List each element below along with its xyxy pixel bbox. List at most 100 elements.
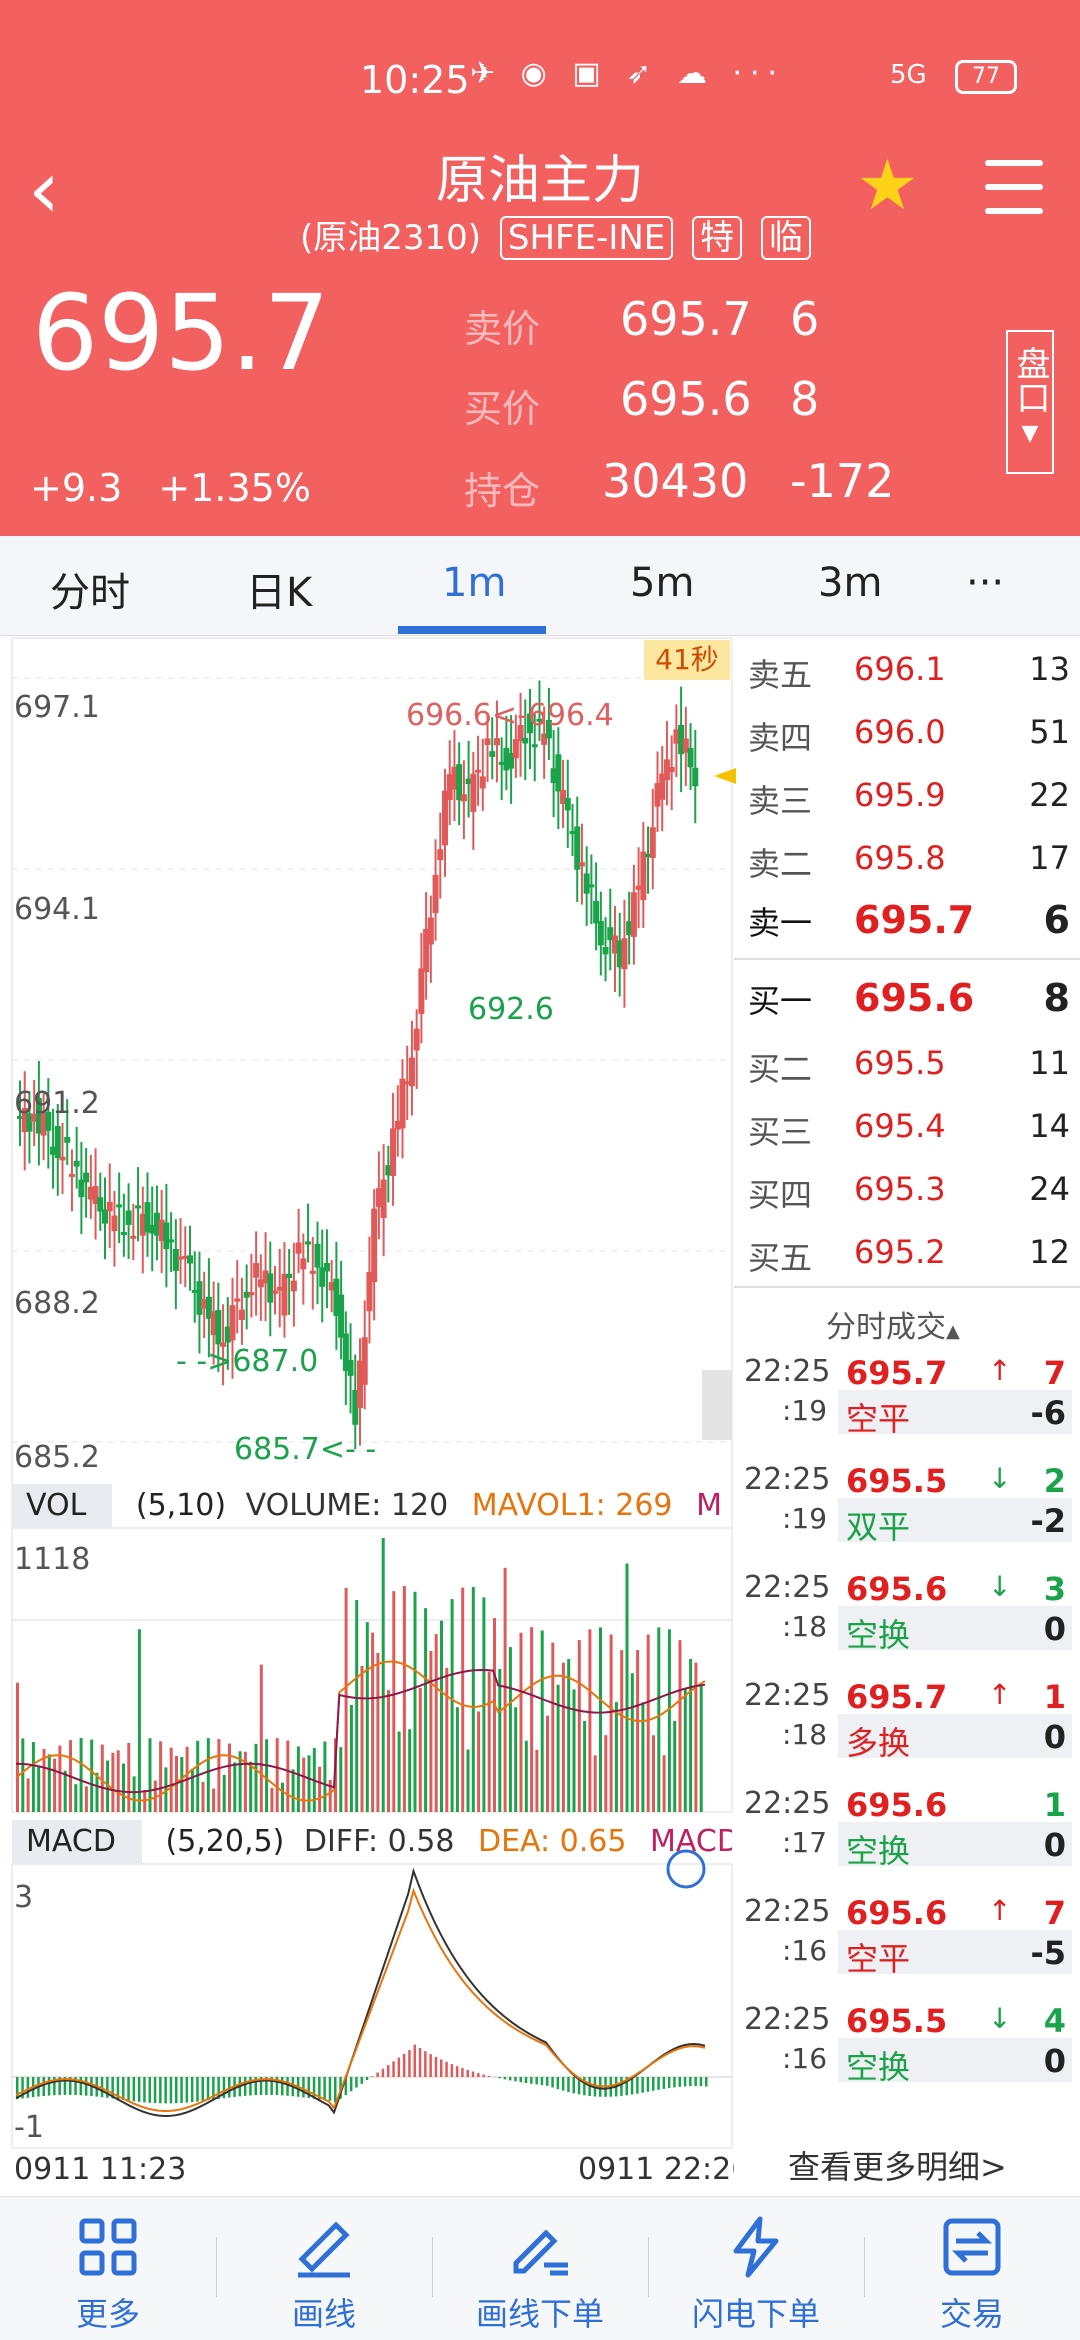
macd-histogram-bar [561,2077,565,2091]
nav-draw-order[interactable]: 画线下单 [432,2197,648,2340]
candle-body [205,1296,212,1319]
trade-price: 695.5 [846,2002,948,2040]
trade-price: 695.6 [846,1894,948,1932]
arrow-icon: ↑ [988,1354,1012,1387]
tab-fenshi[interactable]: 分时 [50,570,130,616]
more-detail-link[interactable]: 查看更多明细> [788,2148,1007,2186]
vol-indicator-tag[interactable]: VOL [12,1484,113,1528]
candle-body [564,798,571,811]
macd-indicator-tag[interactable]: MACD [12,1820,142,1864]
candle-body [517,725,524,742]
trade-row: 22:25:19 695.7 ↑ 7 空平 -6 [740,1354,1072,1462]
bid-row-best[interactable]: 买一 695.6 8 [748,976,1070,1038]
trade-type: 空平 [846,1940,911,1978]
volume-bar [694,1662,698,1812]
back-icon[interactable]: ‹ [28,143,60,236]
trade-time: 22:25 [744,2002,831,2037]
bid-row[interactable]: 买三 695.4 14 [748,1107,1070,1169]
macd-histogram-bar [652,2077,655,2091]
volume-bar [111,1752,115,1812]
menu-icon[interactable] [985,160,1043,232]
candle-body [692,767,699,787]
macd-histogram-bar [503,2077,507,2080]
volume-bar [424,1608,428,1812]
trade-sec: :18 [782,1610,828,1643]
nav-draw-line[interactable]: 画线 [216,2197,432,2340]
macd-histogram-bar [440,2059,443,2077]
volume-bar [148,1738,152,1812]
candle-body [465,778,472,784]
ask-row[interactable]: 卖二 695.8 17 [748,839,1070,901]
volume-bar [503,1567,507,1812]
macd-bottom-label: -1 [14,2110,44,2145]
tab-daily-k[interactable]: 日K [246,570,313,616]
bid-row[interactable]: 买四 695.3 24 [748,1170,1070,1232]
candle-body [597,921,604,946]
bid-row[interactable]: 买五 695.2 12 [748,1233,1070,1295]
nav-more[interactable]: 更多 [0,2197,216,2340]
volume-bar [466,1749,470,1812]
candle-body [281,1273,288,1316]
candle-body [612,935,618,954]
volume-bar [376,1652,380,1812]
macd-histogram-bar [217,2077,220,2099]
ask-row-best[interactable]: 卖一 695.7 6 [748,898,1070,960]
volume-bar [21,1738,25,1812]
candle-body [682,738,689,753]
candle-body [319,1267,326,1287]
volume-bar [47,1754,51,1812]
trades-header[interactable]: 分时成交▲ [826,1302,960,1346]
macd-histogram-bar [286,2077,289,2096]
favorite-star-icon[interactable]: ★ [856,144,919,226]
macd-histogram-bar [519,2077,522,2083]
tab-5m[interactable]: 5m [630,560,695,606]
ask-row[interactable]: 卖五 696.1 13 [748,650,1070,712]
y-tick-label: 691.2 [14,1086,100,1121]
trade-sec: :19 [782,1394,828,1427]
volume-bar [360,1665,364,1812]
special-tag: 特 [692,216,743,260]
trade-qty: 7 [1043,1354,1066,1392]
trade-type: 空平 [846,1400,911,1438]
price-panel-frame [11,637,733,1621]
macd-histogram-bar [111,2077,114,2099]
macd-histogram-bar [662,2077,666,2089]
pankou-button[interactable]: 盘口 ▼ [1006,330,1054,474]
volume-bar [233,1762,237,1812]
draw-order-icon [513,2229,568,2276]
trade-qty: 7 [1043,1894,1066,1932]
price-chart[interactable] [0,636,740,2196]
candle-body [253,1263,260,1278]
candle-body [40,1113,47,1136]
x-start-label: 0911 11:23 [14,2152,187,2187]
tab-3m[interactable]: 3m [818,560,883,606]
ask-row[interactable]: 卖四 696.0 51 [748,713,1070,775]
nav-trade[interactable]: 交易 [864,2197,1080,2340]
macd-histogram-bar [328,2077,332,2101]
macd-histogram-bar [53,2077,56,2096]
volume-bar [206,1738,210,1812]
ask-row[interactable]: 卖三 695.9 22 [748,776,1070,838]
nav-lightning-order[interactable]: 闪电下单 [648,2197,864,2340]
volume-bar [445,1667,449,1812]
buy-price: 695.6 [620,372,752,426]
macd-histogram-bar [657,2077,660,2090]
candle-body [21,1108,28,1133]
macd-histogram-bar [159,2077,162,2104]
nav-more-label: 更多 [75,2295,140,2333]
volume-bar [100,1744,104,1812]
tab-more[interactable]: ··· [966,560,1005,606]
volume-bar [514,1707,518,1812]
period-tabs: 分时 日K 1m 5m 3m ··· [0,536,1080,636]
tab-1m[interactable]: 1m [442,560,507,606]
macd-histogram-bar [455,2066,459,2077]
bid-row[interactable]: 买二 695.5 11 [748,1044,1070,1106]
volume-bar [530,1627,534,1812]
macd-histogram-bar [402,2053,406,2077]
candle-body [545,719,552,739]
candle-body [54,1125,61,1159]
trade-time: 22:25 [744,1678,831,1713]
macd-value: MACD [650,1824,732,1859]
volume-bar [74,1784,78,1812]
row-stripe [838,2038,1072,2082]
